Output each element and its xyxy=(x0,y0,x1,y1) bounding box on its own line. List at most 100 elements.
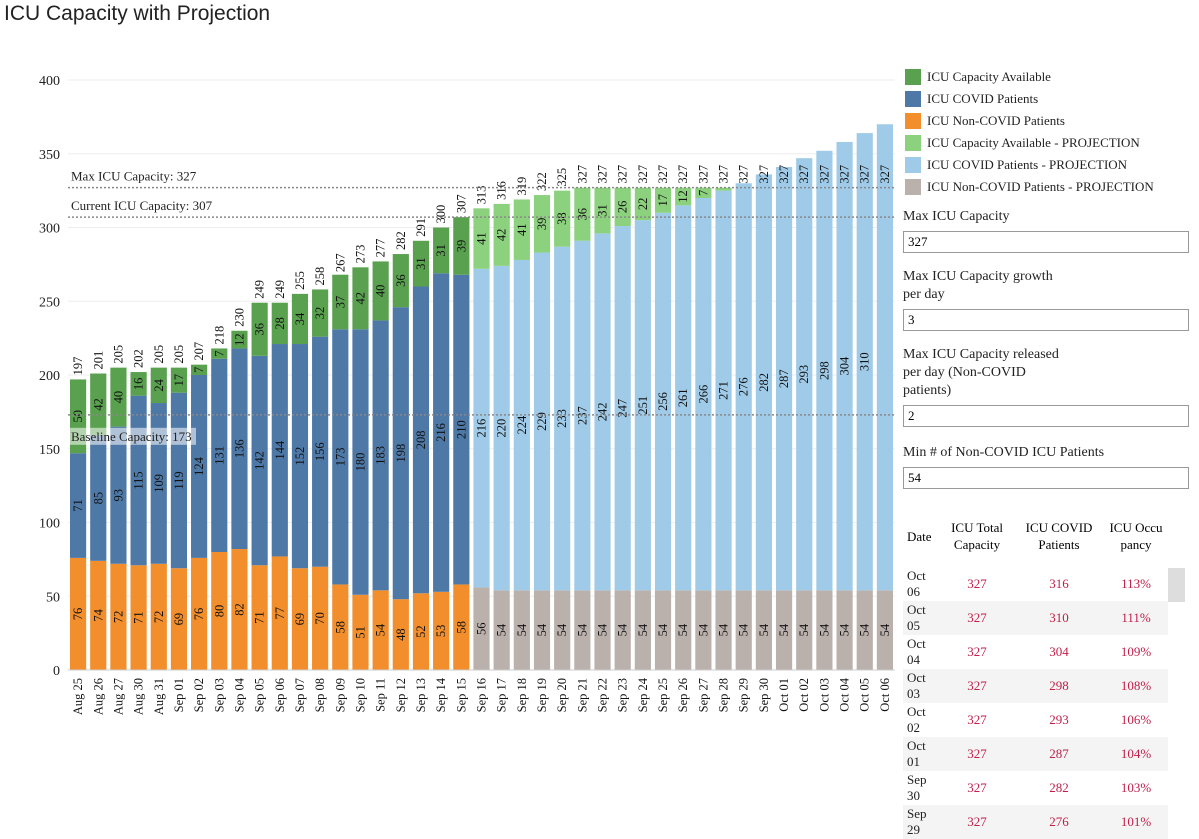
table-row[interactable]: Oct 03 327 298 108% xyxy=(903,669,1168,703)
bar-covid-projection xyxy=(695,198,712,591)
data-label: 31 xyxy=(596,204,610,217)
x-tick-label: Sep 17 xyxy=(495,678,509,712)
legend-item[interactable]: ICU Capacity Available xyxy=(905,66,1154,88)
y-tick-label: 100 xyxy=(39,517,60,532)
total-label: 267 xyxy=(333,253,347,272)
table-cell: Oct 05 xyxy=(903,601,941,635)
data-label: 54 xyxy=(555,623,569,636)
table-cell: 109% xyxy=(1120,644,1152,659)
data-label: 28 xyxy=(273,317,287,330)
data-label: 70 xyxy=(313,612,327,625)
total-label: 277 xyxy=(374,239,388,258)
legend-label: ICU COVID Patients xyxy=(927,91,1039,106)
total-label: 327 xyxy=(777,165,791,184)
bar-covid-projection xyxy=(634,220,651,591)
x-tick-label: Sep 30 xyxy=(757,678,771,712)
bar-noncovid-projection xyxy=(796,590,813,670)
y-tick-label: 50 xyxy=(46,590,60,605)
bar-available-projection xyxy=(654,187,672,213)
table-row[interactable]: Sep 29 327 276 101% xyxy=(903,805,1168,839)
param-label: Min # of Non-COVID ICU Patients xyxy=(903,445,1105,460)
data-label: 31 xyxy=(434,244,448,256)
max-capacity-input[interactable] xyxy=(903,231,1189,253)
bar-covid xyxy=(231,348,248,550)
data-label: 109 xyxy=(152,474,166,493)
x-tick-label: Sep 12 xyxy=(394,678,408,712)
column-header[interactable]: Date xyxy=(907,528,932,544)
min-noncovid-input[interactable] xyxy=(903,467,1189,489)
x-tick-label: Oct 05 xyxy=(858,678,872,712)
y-tick-label: 200 xyxy=(39,369,60,384)
data-label: 304 xyxy=(838,356,852,376)
total-label: 207 xyxy=(192,342,206,361)
data-label: 7 xyxy=(696,190,710,196)
bar-available-projection xyxy=(513,199,530,260)
column-header[interactable]: ICU COVID Patients xyxy=(1025,520,1093,552)
bar-noncovid xyxy=(271,556,288,670)
growth-per-day-input[interactable] xyxy=(903,309,1189,331)
data-label: 36 xyxy=(394,274,408,287)
bar-noncovid xyxy=(110,563,127,670)
data-label: 72 xyxy=(111,611,125,624)
total-label: 319 xyxy=(515,177,529,196)
total-label: 255 xyxy=(293,271,307,290)
legend-item[interactable]: ICU Non-COVID Patients - PROJECTION xyxy=(905,176,1154,198)
table-row[interactable]: Oct 05 327 310 111% xyxy=(903,601,1168,635)
table-cell: 298 xyxy=(1014,669,1104,703)
table-row[interactable]: Oct 01 327 287 104% xyxy=(903,737,1168,771)
column-header[interactable]: ICU Occu pancy xyxy=(1109,520,1163,552)
table-row[interactable]: Oct 02 327 293 106% xyxy=(903,703,1168,737)
column-header[interactable]: ICU Total Capacity xyxy=(951,520,1003,552)
table-row[interactable]: Oct 06 327 316 113% xyxy=(903,567,1168,601)
total-label: 316 xyxy=(495,181,509,200)
data-label: 54 xyxy=(817,623,831,636)
table-row[interactable]: Sep 30 327 282 103% xyxy=(903,771,1168,805)
table-cell: Oct 02 xyxy=(907,704,926,735)
table-cell: 103% xyxy=(1120,780,1152,795)
bar-available-projection xyxy=(614,187,631,227)
data-label: 56 xyxy=(475,622,489,635)
bar-noncovid-projection xyxy=(675,590,692,670)
bar-available xyxy=(453,217,470,275)
data-label: 180 xyxy=(353,453,367,472)
data-label: 233 xyxy=(555,409,569,428)
projection-table: Date ICU Total Capacity ICU COVID Patients… xyxy=(903,505,1168,839)
data-label: 72 xyxy=(152,611,166,624)
bar-noncovid xyxy=(352,594,369,670)
bar-noncovid-projection xyxy=(634,590,651,670)
bar-covid-projection xyxy=(654,212,672,591)
x-tick-label: Oct 06 xyxy=(878,678,892,712)
data-label: 256 xyxy=(656,392,670,411)
total-label: 327 xyxy=(757,165,771,184)
table-row[interactable]: Oct 04 327 304 109% xyxy=(903,635,1168,669)
table-scrollbar[interactable] xyxy=(1168,568,1185,602)
x-tick-label: Sep 19 xyxy=(535,678,549,712)
total-label: 205 xyxy=(111,345,125,364)
data-label: 54 xyxy=(878,623,892,636)
x-tick-label: Sep 18 xyxy=(515,678,529,712)
table-cell: 327 xyxy=(940,737,1015,771)
bar-noncovid-projection xyxy=(755,590,772,670)
data-label: 71 xyxy=(253,611,267,624)
data-label: 216 xyxy=(434,423,448,442)
bar-noncovid xyxy=(453,584,470,670)
legend-item[interactable]: ICU COVID Patients - PROJECTION xyxy=(905,154,1154,176)
table-cell: Oct 01 xyxy=(903,737,941,771)
total-label: 327 xyxy=(878,165,892,184)
data-label: 80 xyxy=(212,605,226,618)
released-per-day-input[interactable] xyxy=(903,405,1189,427)
legend-item[interactable]: ICU Capacity Available - PROJECTION xyxy=(905,132,1154,154)
data-label: 54 xyxy=(838,623,852,636)
legend-item[interactable]: ICU COVID Patients xyxy=(905,88,1154,110)
reference-line-label: Current ICU Capacity: 307 xyxy=(71,198,213,213)
data-label: 266 xyxy=(696,385,710,404)
total-label: 327 xyxy=(696,165,710,184)
bar-covid xyxy=(211,358,228,552)
legend-item[interactable]: ICU Non-COVID Patients xyxy=(905,110,1154,132)
bar-available xyxy=(332,274,349,330)
bar-covid-projection xyxy=(735,183,752,591)
data-label: 93 xyxy=(111,489,125,502)
total-label: 307 xyxy=(454,194,468,213)
x-tick-label: Sep 28 xyxy=(717,678,731,712)
total-label: 201 xyxy=(91,351,105,370)
